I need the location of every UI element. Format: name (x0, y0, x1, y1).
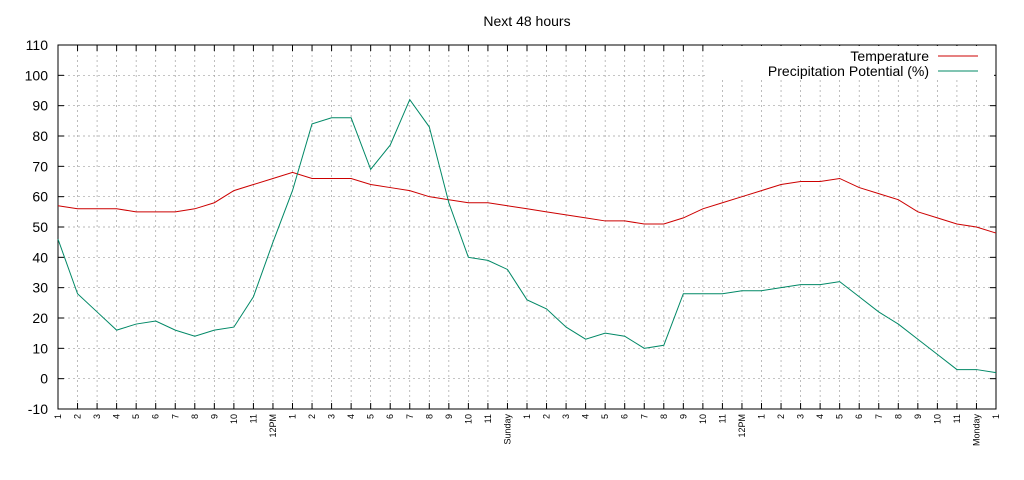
x-tick-label: 12PM (268, 414, 278, 438)
x-tick-label: 4 (112, 414, 122, 419)
x-tick-label: 2 (73, 414, 83, 419)
x-tick-label: 8 (424, 414, 434, 419)
x-tick-label: 11 (952, 414, 962, 423)
legend-label: Temperature (850, 48, 929, 64)
x-tick-label: 3 (92, 414, 102, 419)
plot-frame (57, 44, 997, 410)
x-tick-label: 9 (209, 414, 219, 419)
x-tick-label: 1 (53, 414, 63, 419)
x-tick-label: 9 (444, 414, 454, 419)
chart-title: Next 48 hours (483, 13, 570, 29)
x-tick-label: 7 (639, 414, 649, 419)
x-tick-label: 6 (385, 414, 395, 419)
x-tick-label: 3 (796, 414, 806, 419)
x-tick-label: 1 (991, 414, 1001, 419)
x-tick-label: 9 (678, 414, 688, 419)
series-line (57, 98, 997, 374)
y-tick-label: 40 (32, 249, 48, 265)
x-tick-label: 4 (581, 414, 591, 419)
y-tick-label: 110 (26, 37, 49, 53)
x-tick-label: 2 (776, 414, 786, 419)
y-tick-label: 70 (32, 158, 48, 174)
x-tick-label: 5 (600, 414, 610, 419)
x-tick-label: 3 (327, 414, 337, 419)
x-tick-label: 8 (893, 414, 903, 419)
legend-box (706, 46, 994, 80)
x-tick-label: 10 (932, 414, 942, 424)
x-tick-label: 12PM (737, 414, 747, 438)
x-tick-label: 8 (190, 414, 200, 419)
x-tick-label: 5 (835, 414, 845, 419)
legend-label: Precipitation Potential (%) (768, 63, 929, 79)
x-tick-label: 2 (307, 414, 317, 419)
x-tick-label: 10 (229, 414, 239, 424)
x-tick-label: 4 (346, 414, 356, 419)
y-tick-label: -10 (28, 401, 48, 417)
x-tick-label: 5 (131, 414, 141, 419)
x-tick-label: 11 (717, 414, 727, 423)
y-tick-label: 50 (32, 219, 48, 235)
x-tick-label: Sunday (502, 414, 512, 445)
x-tick-label: 7 (405, 414, 415, 419)
x-tick-label: 3 (561, 414, 571, 419)
x-tick-label: 10 (698, 414, 708, 424)
x-tick-label: 4 (815, 414, 825, 419)
x-tick-label: 11 (483, 414, 493, 423)
x-tick-label: 11 (248, 414, 258, 423)
y-tick-label: 90 (32, 98, 48, 114)
y-tick-label: 60 (32, 189, 48, 205)
y-tick-label: 80 (32, 128, 48, 144)
x-tick-label: 7 (170, 414, 180, 419)
x-tick-label: 7 (874, 414, 884, 419)
y-tick-label: 10 (32, 340, 48, 356)
x-tick-label: Monday (971, 414, 981, 447)
x-tick-label: 10 (463, 414, 473, 424)
y-tick-label: 20 (32, 310, 48, 326)
y-tick-label: 0 (40, 371, 48, 387)
x-tick-label: 1 (757, 414, 767, 419)
x-tick-label: 6 (151, 414, 161, 419)
x-tick-label: 6 (854, 414, 864, 419)
x-tick-label: 9 (913, 414, 923, 419)
x-tick-label: 1 (288, 414, 298, 419)
y-tick-label: 30 (32, 280, 48, 296)
y-tick-label: 100 (25, 67, 49, 83)
x-tick-label: 5 (366, 414, 376, 419)
x-tick-label: 1 (522, 414, 532, 419)
x-tick-label: 6 (620, 414, 630, 419)
series-line (57, 171, 997, 234)
x-tick-label: 2 (542, 414, 552, 419)
x-tick-label: 8 (659, 414, 669, 419)
